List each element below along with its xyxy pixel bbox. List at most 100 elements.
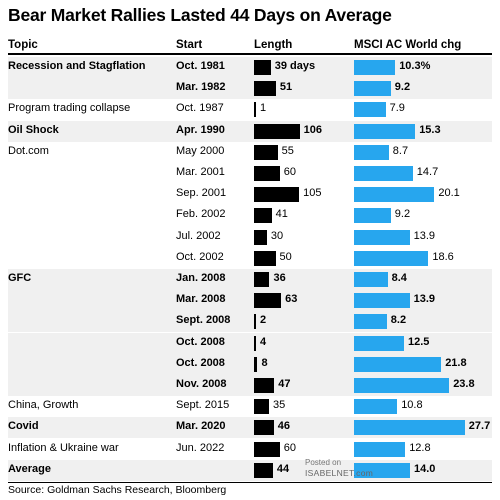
table-row: GFC Jan. 2008 36 8.4 — [8, 269, 492, 290]
length-bar — [254, 356, 258, 372]
column-header-length: Length — [254, 39, 293, 51]
length-value: 35 — [273, 399, 286, 412]
change-value: 8.7 — [392, 144, 409, 157]
change-value: 9.2 — [394, 208, 411, 221]
start-cell: Oct. 1981 — [176, 60, 225, 72]
length-value: 36 — [273, 272, 286, 284]
length-value: 1 — [260, 102, 267, 115]
length-value: 2 — [260, 314, 267, 327]
start-cell: Mar. 1982 — [176, 81, 226, 94]
change-value: 7.9 — [389, 102, 405, 115]
start-cell: Mar. 2008 — [176, 293, 226, 306]
change-bar — [354, 250, 429, 266]
length-bar — [254, 314, 256, 330]
change-value: 10.8 — [401, 399, 423, 412]
table-row: Oct. 2008 8 21.8 — [8, 353, 492, 375]
length-value: 4 — [260, 335, 267, 348]
length-bar — [254, 208, 272, 224]
start-cell: Oct. 2002 — [176, 250, 224, 263]
change-value: 13.9 — [413, 293, 436, 306]
change-value: 10.3% — [399, 60, 431, 72]
change-value: 8.4 — [391, 272, 407, 284]
length-value: 50 — [279, 250, 292, 263]
topic-cell: Dot.com — [8, 144, 49, 157]
table-row: Mar. 2001 60 14.7 — [8, 163, 492, 184]
change-value: 20.1 — [438, 187, 460, 200]
start-cell: Sept. 2015 — [176, 399, 230, 412]
length-value: 105 — [303, 187, 322, 200]
column-header-start: Start — [176, 39, 203, 51]
table-row: Mar. 2008 63 13.9 — [8, 290, 492, 312]
length-value: 60 — [283, 441, 297, 454]
change-bar — [354, 462, 410, 478]
chart-title: Bear Market Rallies Lasted 44 Days on Av… — [8, 5, 392, 25]
table-row: Oct. 2002 50 18.6 — [8, 248, 492, 269]
length-bar — [254, 229, 267, 245]
table-row: Recession and Stagflation Oct. 1981 39 day… — [8, 57, 492, 78]
change-bar — [354, 60, 396, 75]
table-row: Dot.com May 2000 55 8.7 — [8, 142, 492, 163]
change-bar — [354, 378, 450, 393]
length-bar — [254, 378, 275, 393]
topic-cell: Covid — [8, 420, 39, 433]
change-value: 14.0 — [414, 462, 436, 475]
length-value: 51 — [279, 81, 293, 94]
start-cell: May 2000 — [176, 144, 225, 157]
change-value: 12.5 — [408, 335, 430, 348]
start-cell: Oct. 1987 — [176, 102, 224, 115]
change-bar — [354, 123, 416, 139]
length-bar — [254, 293, 282, 309]
topic-cell: Program trading collapse — [8, 102, 131, 115]
table-row: Sept. 2008 2 8.2 — [8, 311, 492, 333]
change-bar — [354, 356, 442, 372]
start-cell: Oct. 2008 — [176, 356, 225, 369]
length-value: 39 days — [274, 60, 316, 72]
length-bar — [254, 81, 276, 97]
length-value: 60 — [283, 166, 297, 178]
start-cell: Nov. 2008 — [176, 378, 227, 390]
change-bar — [354, 441, 406, 457]
table-row: Mar. 1982 51 9.2 — [8, 78, 492, 100]
change-bar — [354, 102, 386, 118]
length-bar — [254, 250, 276, 266]
topic-cell: Recession and Stagflation — [8, 60, 146, 72]
start-cell: Sep. 2001 — [176, 187, 227, 200]
change-bar — [354, 335, 404, 351]
change-bar — [354, 208, 391, 224]
table-row: Feb. 2002 41 9.2 — [8, 205, 492, 226]
length-bar — [254, 272, 270, 287]
start-cell: Feb. 2002 — [176, 208, 226, 221]
change-value: 14.7 — [416, 166, 439, 178]
length-bar — [254, 187, 300, 203]
change-bar — [354, 272, 388, 287]
table-row: Inflation & Ukraine war Jun. 2022 60 12.8 — [8, 439, 492, 460]
start-cell: Jan. 2008 — [176, 272, 226, 284]
change-value: 9.2 — [394, 81, 411, 94]
length-bar — [254, 166, 280, 181]
header-rule — [8, 53, 492, 55]
change-bar — [354, 314, 387, 330]
change-value: 23.8 — [453, 378, 475, 390]
table-row: Oil Shock Apr. 1990 106 15.3 — [8, 120, 492, 142]
watermark: Posted on ISABELNET.com — [305, 458, 373, 478]
topic-cell: Inflation & Ukraine war — [8, 441, 119, 454]
topic-cell: China, Growth — [8, 399, 79, 412]
length-bar — [254, 399, 270, 415]
length-value: 63 — [285, 293, 298, 306]
length-value: 8 — [261, 356, 268, 369]
length-bar — [254, 102, 256, 118]
start-cell: Mar. 2001 — [176, 166, 225, 178]
length-bar — [254, 441, 280, 457]
length-bar — [254, 420, 274, 436]
topic-cell: Oil Shock — [8, 123, 59, 136]
change-value: 12.8 — [409, 441, 431, 454]
change-value: 27.7 — [468, 420, 491, 433]
change-bar — [354, 399, 398, 415]
length-bar — [254, 462, 273, 478]
length-bar — [254, 123, 300, 139]
change-bar — [354, 187, 435, 203]
start-cell: Apr. 1990 — [176, 123, 225, 136]
start-cell: Jul. 2002 — [176, 229, 221, 242]
start-cell: Jun. 2022 — [176, 441, 225, 454]
change-value: 15.3 — [419, 123, 441, 136]
